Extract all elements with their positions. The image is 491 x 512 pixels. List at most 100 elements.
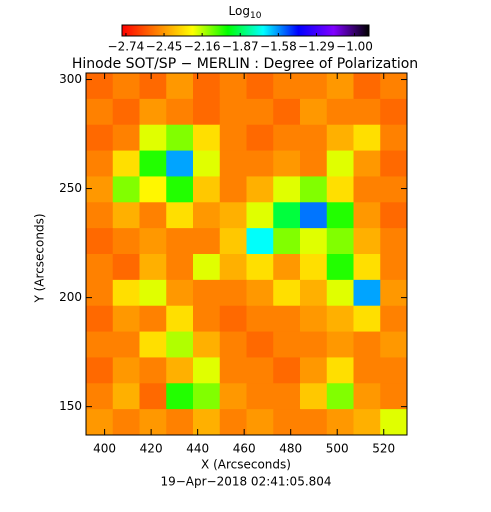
heatmap-cell bbox=[166, 305, 194, 333]
heatmap-cell bbox=[300, 150, 328, 177]
heatmap-cell bbox=[380, 73, 408, 100]
heatmap-cell bbox=[139, 202, 167, 229]
heatmap-cell bbox=[273, 228, 301, 255]
heatmap-cell bbox=[300, 305, 328, 333]
heatmap-cell bbox=[273, 305, 301, 333]
heatmap-cell bbox=[166, 331, 194, 358]
heatmap-cell bbox=[273, 73, 301, 100]
heatmap-cell bbox=[380, 409, 408, 436]
heatmap-cell bbox=[380, 228, 408, 255]
heatmap-cell bbox=[300, 124, 328, 152]
heatmap-cell bbox=[166, 98, 194, 126]
heatmap-cell bbox=[86, 73, 114, 100]
heatmap-cell bbox=[273, 254, 301, 281]
heatmap-cell bbox=[86, 409, 114, 436]
heatmap-cell bbox=[193, 124, 221, 152]
heatmap-cell bbox=[112, 98, 140, 126]
heatmap-cell bbox=[326, 98, 354, 126]
x-tick-label: 420 bbox=[140, 442, 163, 456]
heatmap-cell bbox=[300, 98, 328, 126]
x-tick-label: 460 bbox=[233, 442, 256, 456]
heatmap-cell bbox=[219, 254, 247, 281]
heatmap-cell bbox=[273, 202, 301, 229]
heatmap-cell bbox=[193, 331, 221, 358]
heatmap-cell bbox=[246, 357, 274, 384]
heatmap-cell bbox=[166, 254, 194, 281]
heatmap-cell bbox=[300, 73, 328, 100]
heatmap-cell bbox=[112, 279, 140, 307]
colorbar bbox=[121, 24, 370, 37]
heatmap-cell bbox=[112, 124, 140, 152]
heatmap-cell bbox=[86, 228, 114, 255]
heatmap-cell bbox=[193, 176, 221, 203]
heatmap-cell bbox=[166, 202, 194, 229]
heatmap-cell bbox=[139, 124, 167, 152]
heatmap-cell bbox=[219, 98, 247, 126]
heatmap-cell bbox=[193, 409, 221, 436]
footer: 19−Apr−2018 02:41:05.804 bbox=[160, 475, 331, 489]
heatmap-cell bbox=[166, 73, 194, 100]
heatmap-cell bbox=[193, 279, 221, 307]
heatmap-cell bbox=[300, 409, 328, 436]
heatmap-cell bbox=[380, 383, 408, 410]
y-tick-label: 250 bbox=[59, 181, 82, 195]
heatmap-cell bbox=[112, 357, 140, 384]
heatmap-cell bbox=[112, 305, 140, 333]
heatmap-cell bbox=[86, 124, 114, 152]
heatmap-cell bbox=[166, 357, 194, 384]
heatmap-cell bbox=[219, 279, 247, 307]
heatmap-cell bbox=[380, 176, 408, 203]
heatmap-cell bbox=[86, 331, 114, 358]
heatmap-cell bbox=[353, 305, 381, 333]
heatmap-cell bbox=[246, 409, 274, 436]
heatmap-cell bbox=[112, 73, 140, 100]
heatmap-cell bbox=[246, 331, 274, 358]
heatmap-cell bbox=[326, 202, 354, 229]
heatmap-cell bbox=[112, 254, 140, 281]
heatmap-cell bbox=[166, 279, 194, 307]
heatmap-cell bbox=[112, 176, 140, 203]
heatmap-cell bbox=[246, 150, 274, 177]
heatmap-cell bbox=[353, 202, 381, 229]
heatmap-cell bbox=[380, 150, 408, 177]
y-tick-label: 200 bbox=[59, 290, 82, 304]
heatmap-cell bbox=[353, 176, 381, 203]
heatmap-cell bbox=[193, 228, 221, 255]
x-tick-label: 400 bbox=[93, 442, 116, 456]
heatmap-cell bbox=[353, 73, 381, 100]
heatmap-cell bbox=[300, 228, 328, 255]
heatmap-cell bbox=[112, 409, 140, 436]
heatmap-cell bbox=[139, 383, 167, 410]
heatmap-cell bbox=[219, 331, 247, 358]
heatmap-cell bbox=[326, 150, 354, 177]
heatmap-cell bbox=[193, 202, 221, 229]
heatmap-cell bbox=[193, 357, 221, 384]
colorbar-tick-label: −1.29 bbox=[298, 40, 335, 54]
heatmap-cell bbox=[326, 228, 354, 255]
heatmap-cell bbox=[246, 73, 274, 100]
heatmap-cell bbox=[139, 150, 167, 177]
heatmap-cell bbox=[273, 124, 301, 152]
heatmap-cell bbox=[139, 176, 167, 203]
heatmap-cell bbox=[380, 279, 408, 307]
heatmap-cell bbox=[219, 228, 247, 255]
heatmap-cell bbox=[139, 228, 167, 255]
heatmap-cell bbox=[86, 176, 114, 203]
heatmap-cell bbox=[112, 202, 140, 229]
heatmap-cell bbox=[219, 383, 247, 410]
heatmap-cell bbox=[86, 357, 114, 384]
y-axis-label: Y (Arcseconds) bbox=[33, 213, 47, 303]
heatmap-cell bbox=[326, 73, 354, 100]
heatmap-cell bbox=[246, 98, 274, 126]
colorbar-tick-label: −2.16 bbox=[184, 40, 221, 54]
colorbar-label: Log10 bbox=[229, 4, 262, 21]
heatmap-cell bbox=[300, 357, 328, 384]
heatmap-cell bbox=[353, 98, 381, 126]
heatmap-cell bbox=[273, 331, 301, 358]
heatmap-cell bbox=[139, 73, 167, 100]
heatmap-cell bbox=[326, 357, 354, 384]
heatmap-cell bbox=[326, 383, 354, 410]
heatmap-cell bbox=[246, 279, 274, 307]
heatmap-cell bbox=[273, 409, 301, 436]
